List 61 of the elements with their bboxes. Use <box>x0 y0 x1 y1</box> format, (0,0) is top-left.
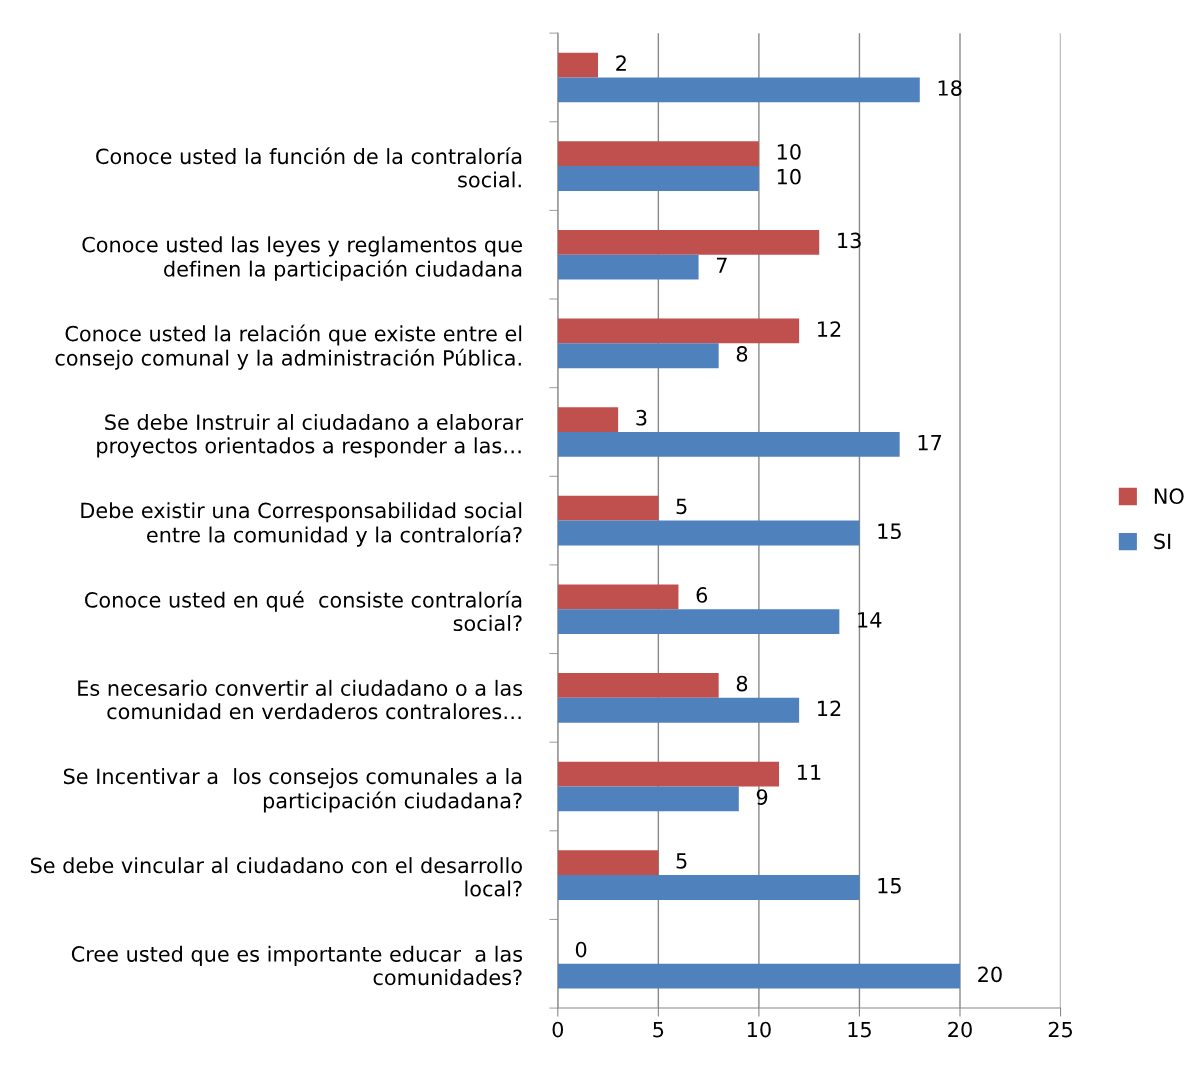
x-tick-label: 25 <box>1048 1021 1072 1038</box>
data-label: 5 <box>676 498 687 515</box>
bar <box>557 166 759 191</box>
bar <box>557 77 920 103</box>
y-tick-label: Conoce usted en qué consiste contraloría social? <box>85 590 522 632</box>
bar <box>557 875 860 900</box>
bar <box>557 609 840 635</box>
data-label: 7 <box>716 257 727 273</box>
bar <box>557 343 719 369</box>
data-label: 10 <box>777 168 801 185</box>
data-label: 6 <box>696 587 708 603</box>
bar <box>557 673 719 698</box>
bar <box>557 431 900 457</box>
data-label: 15 <box>878 878 901 894</box>
bar <box>557 407 619 432</box>
x-tick-label: 5 <box>653 1021 664 1038</box>
data-label: 0 <box>575 941 587 958</box>
bar <box>557 584 679 610</box>
data-label: 5 <box>676 853 687 869</box>
data-label: 9 <box>756 789 768 805</box>
y-tick-label: Conoce usted las leyes y reglamentos que definen la participación ciudadana <box>82 236 522 281</box>
data-label: 15 <box>878 523 901 540</box>
y-tick-label: Se Incentivar a los consejos comunales a la participación ciudadana? <box>63 768 522 813</box>
legend-label: NO <box>1154 488 1184 505</box>
y-tick-label: Cree usted que es importante educar a las comunidades? <box>71 945 523 986</box>
legend-label: SI <box>1154 533 1171 550</box>
y-tick-label: Es necesario convertir al ciudadano o a las comunidad en verdaderos contralores… <box>78 679 523 720</box>
bar <box>557 697 800 723</box>
bar <box>557 963 960 989</box>
data-label: 18 <box>938 80 962 96</box>
y-tick-label: Se debe Instruir al ciudadano a elaborar proyectos orientados a responder a las… <box>97 413 524 458</box>
bar <box>557 786 739 812</box>
data-label: 12 <box>818 321 841 337</box>
bar <box>557 52 599 78</box>
bar <box>557 141 759 167</box>
x-tick-label: 15 <box>848 1021 871 1038</box>
data-label: 11 <box>797 764 821 780</box>
bar <box>557 520 860 546</box>
data-label: 13 <box>838 232 861 249</box>
data-label: 10 <box>777 143 801 160</box>
bar <box>557 850 659 876</box>
bar <box>557 254 699 280</box>
data-label: 8 <box>736 675 748 692</box>
data-label: 14 <box>858 612 882 628</box>
y-tick-label: Conoce usted la relación que existe entre el consejo comunal y la administración Pública. <box>55 324 522 370</box>
bar <box>557 761 780 787</box>
data-label: 12 <box>818 700 841 717</box>
x-tick-label: 0 <box>552 1021 564 1038</box>
data-label: 8 <box>736 346 748 362</box>
bar <box>557 229 820 255</box>
data-label: 2 <box>616 55 626 71</box>
data-label: 17 <box>918 434 942 451</box>
y-tick-label: Se debe vincular al ciudadano con el desarrollo local? <box>30 857 522 897</box>
y-tick-label: Debe existir una Corresponsabilidad social entre la comunidad y la contraloría? <box>81 502 522 547</box>
bar <box>557 318 800 344</box>
y-tick-label: Conoce usted la función de la contraloría social. <box>96 147 522 188</box>
data-label: 3 <box>636 409 647 426</box>
x-tick-label: 20 <box>948 1021 972 1038</box>
x-tick-label: 10 <box>747 1021 771 1038</box>
bar <box>557 495 659 521</box>
data-label: 20 <box>978 966 1002 983</box>
